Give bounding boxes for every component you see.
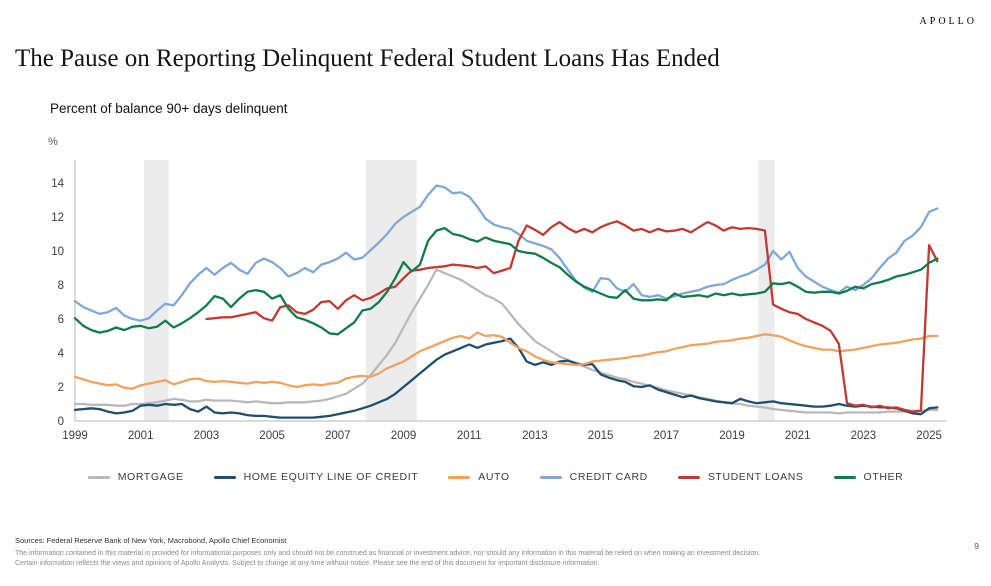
recession-band bbox=[365, 160, 417, 421]
recession-band bbox=[144, 160, 169, 421]
x-tick-label: 2025 bbox=[916, 430, 942, 442]
chart-line-credit-card bbox=[73, 184, 939, 322]
chart-line-home-equity-line-of-credit bbox=[73, 337, 939, 419]
chart-line-auto bbox=[73, 331, 939, 390]
legend-item-home-equity-line-of-credit: HOME EQUITY LINE OF CREDIT bbox=[213, 471, 419, 483]
legend-item-auto: AUTO bbox=[448, 471, 509, 483]
legend-swatch bbox=[833, 475, 856, 479]
x-tick-label: 2009 bbox=[391, 430, 417, 442]
x-tick-label: 2019 bbox=[719, 430, 745, 442]
legend-label: OTHER bbox=[863, 471, 904, 483]
legend-label: AUTO bbox=[478, 471, 510, 483]
legend-label: CREDIT CARD bbox=[569, 471, 648, 483]
apollo-logo: APOLLO bbox=[919, 16, 977, 27]
legend-item-mortgage: MORTGAGE bbox=[87, 471, 184, 483]
chart-legend: MORTGAGE HOME EQUITY LINE OF CREDIT AUTO CR… bbox=[0, 471, 991, 483]
chart-line-student-loans bbox=[205, 220, 939, 413]
y-tick-label: 6 bbox=[58, 314, 64, 326]
page-number: 9 bbox=[974, 541, 979, 551]
legend-item-other: OTHER bbox=[833, 471, 904, 483]
legend-label: HOME EQUITY LINE OF CREDIT bbox=[243, 471, 419, 483]
x-tick-label: 2005 bbox=[259, 430, 285, 442]
legend-swatch bbox=[539, 475, 562, 479]
chart-line-other bbox=[73, 226, 939, 336]
x-tick-label: 1999 bbox=[62, 430, 88, 442]
y-tick-label: 8 bbox=[58, 280, 64, 292]
legend-swatch bbox=[87, 475, 110, 479]
legend-swatch bbox=[448, 475, 471, 479]
x-tick-label: 2003 bbox=[194, 430, 220, 442]
legend-label: STUDENT LOANS bbox=[707, 471, 804, 483]
page-title: The Pause on Reporting Delinquent Federa… bbox=[15, 44, 720, 72]
x-tick-label: 2011 bbox=[457, 430, 482, 442]
x-tick-label: 2023 bbox=[851, 430, 877, 442]
chart-subtitle: Percent of balance 90+ days delinquent bbox=[50, 101, 288, 116]
legend-swatch bbox=[677, 475, 700, 479]
legend-swatch bbox=[213, 475, 236, 479]
x-tick-label: 2021 bbox=[785, 430, 811, 442]
chart-line-mortgage bbox=[73, 268, 939, 415]
legend-label: MORTGAGE bbox=[117, 471, 184, 483]
y-tick-label: 12 bbox=[51, 212, 64, 224]
y-tick-label: 14 bbox=[51, 178, 64, 190]
delinquency-line-chart: 0 2 4 6 8 10 12 14 1999 2001 2003 2005 2007 2009 2011 2… bbox=[51, 160, 946, 442]
legend-item-credit-card: CREDIT CARD bbox=[539, 471, 648, 483]
y-tick-label: 10 bbox=[51, 246, 64, 258]
sources-note: Sources: Federal Reserve Bank of New Yor… bbox=[15, 536, 287, 545]
y-axis-unit-label: % bbox=[48, 136, 58, 148]
x-tick-label: 2017 bbox=[654, 430, 680, 442]
disclaimer-text: The information contained in this materi… bbox=[15, 550, 761, 567]
legend-item-student-loans: STUDENT LOANS bbox=[677, 471, 804, 483]
y-tick-label: 0 bbox=[58, 416, 64, 428]
x-tick-label: 2013 bbox=[522, 430, 548, 442]
y-tick-label: 2 bbox=[58, 382, 64, 394]
x-tick-label: 2015 bbox=[588, 430, 614, 442]
y-tick-label: 4 bbox=[58, 348, 65, 360]
x-tick-label: 2001 bbox=[128, 430, 154, 442]
x-tick-label: 2007 bbox=[325, 430, 351, 442]
